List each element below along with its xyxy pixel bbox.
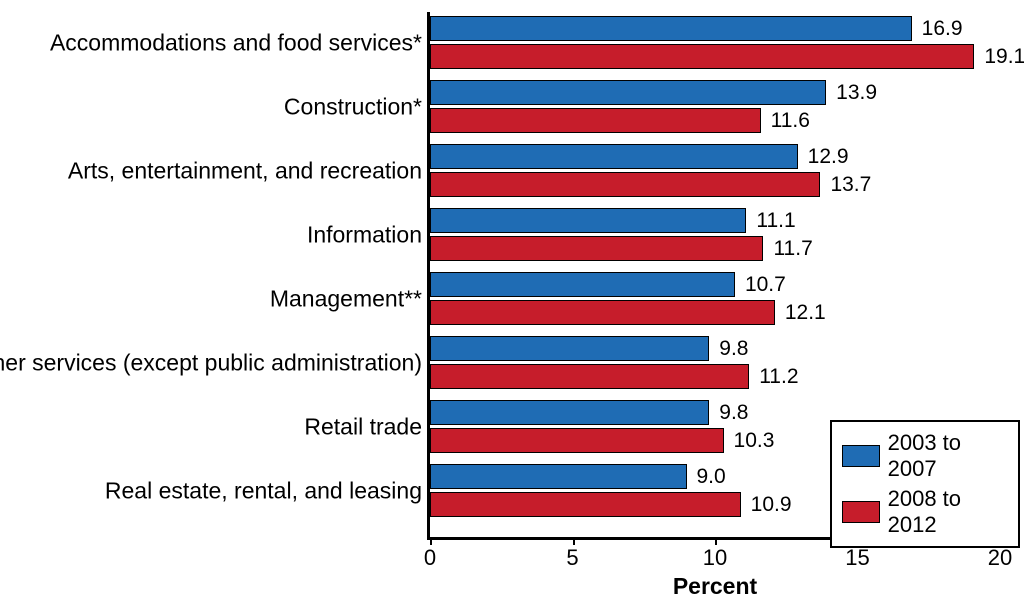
- legend-label: 2008 to 2012: [888, 486, 1008, 538]
- bar-value-label: 10.9: [751, 492, 792, 517]
- bar-series-b: [430, 172, 820, 197]
- x-tick-label: 20: [988, 545, 1012, 571]
- bar-value-label: 11.7: [773, 236, 812, 261]
- bar-series-a: [430, 144, 798, 169]
- bar-value-label: 10.7: [745, 272, 786, 297]
- legend-swatch: [842, 501, 880, 523]
- bar-value-label: 9.0: [697, 464, 726, 489]
- chart-container: Accommodations and food services* Constru…: [0, 0, 1024, 607]
- x-tick-label: 5: [566, 545, 578, 571]
- bar-series-b: [430, 44, 974, 69]
- category-label: Retail trade: [304, 413, 422, 440]
- bar-series-a: [430, 464, 687, 489]
- bar-series-b: [430, 300, 775, 325]
- bar-value-label: 13.9: [836, 80, 877, 105]
- bar-series-b: [430, 492, 741, 517]
- bar-series-b: [430, 364, 749, 389]
- bar-value-label: 9.8: [719, 336, 748, 361]
- bar-series-a: [430, 80, 826, 105]
- bar-value-label: 10.3: [734, 428, 775, 453]
- x-tick-label: 0: [424, 545, 436, 571]
- category-label: Real estate, rental, and leasing: [105, 477, 422, 504]
- bar-value-label: 11.2: [759, 364, 798, 389]
- bar-series-a: [430, 208, 746, 233]
- bar-value-label: 16.9: [922, 16, 963, 41]
- bar-series-b: [430, 428, 724, 453]
- bar-value-label: 9.8: [719, 400, 748, 425]
- legend-item: 2003 to 2007: [842, 428, 1008, 484]
- category-label: Construction*: [284, 93, 422, 120]
- y-axis-line: [427, 12, 430, 540]
- x-tick-mark: [573, 537, 575, 545]
- x-axis-title: Percent: [673, 573, 757, 600]
- legend-item: 2008 to 2012: [842, 484, 1008, 540]
- bar-value-label: 13.7: [830, 172, 871, 197]
- category-label: Accommodations and food services*: [50, 29, 422, 56]
- x-tick-mark: [715, 537, 717, 545]
- category-label: Arts, entertainment, and recreation: [68, 157, 422, 184]
- legend: 2003 to 20072008 to 2012: [830, 420, 1020, 548]
- bar-series-b: [430, 108, 761, 133]
- category-label: Management**: [270, 285, 422, 312]
- bar-series-a: [430, 400, 709, 425]
- bar-series-a: [430, 272, 735, 297]
- x-tick-mark: [430, 537, 432, 545]
- bar-series-a: [430, 16, 912, 41]
- legend-swatch: [842, 445, 880, 467]
- category-label: Information: [307, 221, 422, 248]
- bar-value-label: 12.1: [785, 300, 826, 325]
- bar-series-a: [430, 336, 709, 361]
- x-tick-label: 15: [845, 545, 869, 571]
- bar-value-label: 19.1: [984, 44, 1024, 69]
- bar-value-label: 12.9: [808, 144, 849, 169]
- legend-label: 2003 to 2007: [888, 430, 1008, 482]
- bar-value-label: 11.1: [756, 208, 795, 233]
- bar-series-b: [430, 236, 763, 261]
- x-tick-label: 10: [703, 545, 727, 571]
- bar-value-label: 11.6: [771, 108, 810, 133]
- category-label: Other services (except public administra…: [0, 349, 422, 376]
